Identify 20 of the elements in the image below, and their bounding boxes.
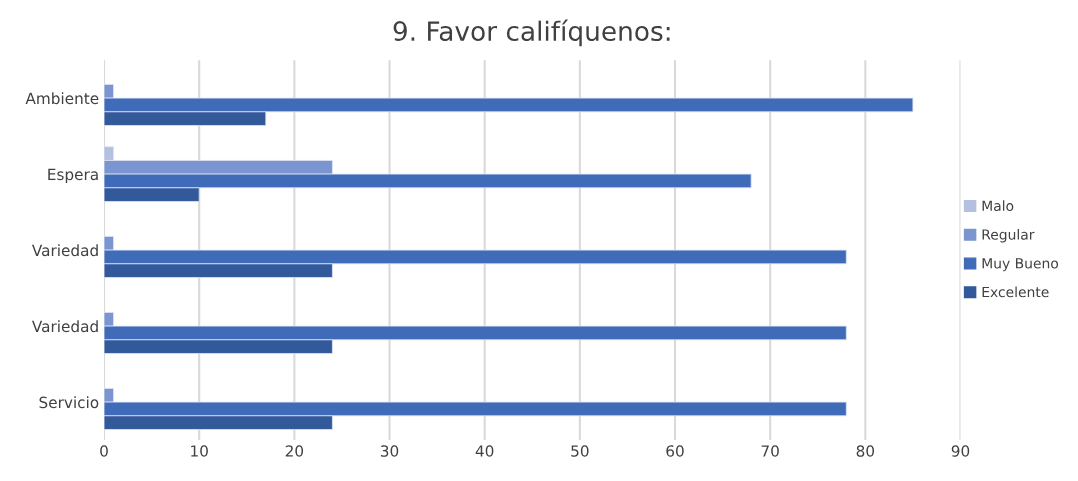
legend-label: Muy Bueno	[982, 258, 1059, 272]
x-tick-label: 40	[475, 445, 494, 457]
y-tick-label: Espera	[48, 168, 98, 184]
x-tick-label: 20	[285, 445, 304, 457]
x-tick-label: 90	[951, 445, 970, 457]
y-tick-label: Variedad	[31, 244, 98, 257]
legend-label: Regular	[982, 229, 1035, 243]
x-tick-label: 0	[100, 445, 108, 457]
legend-label: Excelente	[982, 286, 1049, 298]
y-tick-label: Variedad	[31, 320, 98, 333]
x-tick-label: 60	[666, 445, 684, 457]
x-tick-label: 10	[191, 445, 208, 457]
x-tick-label: 50	[571, 445, 589, 457]
y-tick-label: Ambiente	[25, 92, 99, 105]
y-tick-label: Servicio	[39, 396, 99, 409]
x-tick-label: 70	[761, 445, 779, 457]
x-tick-label: 30	[380, 445, 399, 457]
chart-title: 9. Favor califíquenos:	[393, 19, 670, 47]
x-tick-label: 80	[856, 445, 875, 457]
legend-label: Malo	[982, 200, 1014, 212]
